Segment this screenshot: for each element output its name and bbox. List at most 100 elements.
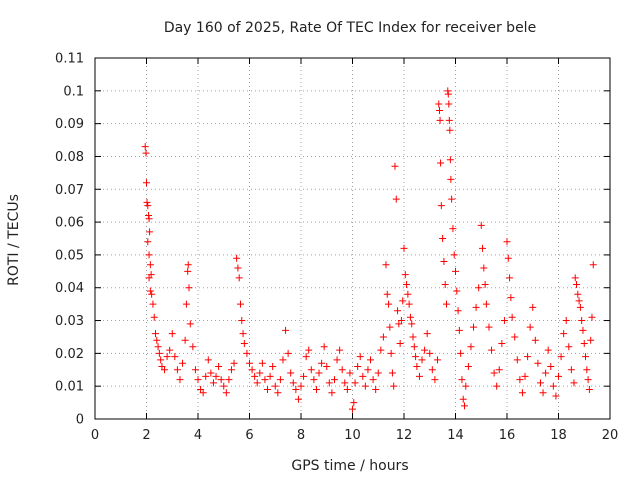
- data-point: [287, 369, 295, 377]
- data-point: [401, 271, 409, 279]
- data-point: [369, 376, 377, 384]
- data-point: [189, 343, 197, 351]
- data-point: [428, 366, 436, 374]
- data-point: [144, 202, 152, 210]
- data-point: [397, 317, 405, 325]
- y-tick-label: 0.06: [55, 216, 84, 231]
- data-point: [457, 349, 465, 357]
- data-point: [403, 280, 411, 288]
- data-point: [449, 225, 457, 233]
- data-point: [372, 385, 380, 393]
- x-tick-label: 8: [297, 428, 305, 443]
- data-point: [481, 280, 489, 288]
- data-point: [186, 320, 194, 328]
- data-point: [423, 330, 431, 338]
- data-point: [567, 366, 575, 374]
- data-point: [576, 303, 584, 311]
- data-point: [461, 402, 469, 410]
- data-point: [225, 376, 233, 384]
- data-point: [143, 198, 151, 206]
- y-tick-label: 0.08: [55, 150, 84, 165]
- data-point: [248, 366, 256, 374]
- data-point: [212, 372, 220, 380]
- x-tick-label: 12: [396, 428, 413, 443]
- data-point: [163, 353, 171, 361]
- data-point: [440, 257, 448, 265]
- data-point: [144, 238, 152, 246]
- x-tick-label: 16: [499, 428, 516, 443]
- data-point: [388, 369, 396, 377]
- x-tick-label: 10: [344, 428, 361, 443]
- data-point: [526, 323, 534, 331]
- data-point: [209, 379, 217, 387]
- data-point: [516, 376, 524, 384]
- data-point: [579, 326, 587, 334]
- data-point: [503, 238, 511, 246]
- data-point: [450, 251, 458, 259]
- data-point: [485, 323, 493, 331]
- data-point: [171, 353, 179, 361]
- data-point: [307, 366, 315, 374]
- data-point: [325, 379, 333, 387]
- data-point: [584, 376, 592, 384]
- data-point: [374, 369, 382, 377]
- data-point: [161, 366, 169, 374]
- data-point: [480, 264, 488, 272]
- data-point: [409, 333, 417, 341]
- data-point: [436, 116, 444, 124]
- data-point: [464, 362, 472, 370]
- data-point: [511, 333, 519, 341]
- data-point: [589, 261, 597, 269]
- data-point: [155, 349, 163, 357]
- x-tick-label: 4: [194, 428, 202, 443]
- data-point: [256, 369, 264, 377]
- data-point: [297, 382, 305, 390]
- y-tick-label: 0.03: [55, 314, 84, 329]
- data-point: [246, 359, 253, 367]
- data-point: [542, 369, 550, 377]
- data-point: [436, 107, 444, 115]
- data-point: [495, 366, 503, 374]
- data-point: [146, 228, 154, 236]
- x-tick-label: 6: [245, 428, 253, 443]
- data-point: [385, 300, 393, 308]
- data-point: [359, 372, 367, 380]
- data-point: [377, 346, 385, 354]
- data-point: [176, 376, 184, 384]
- data-point: [251, 372, 259, 380]
- data-point: [524, 353, 532, 361]
- data-point: [354, 362, 362, 370]
- data-point: [571, 274, 579, 282]
- data-point: [179, 359, 187, 367]
- data-point: [539, 389, 547, 397]
- data-point: [570, 379, 578, 387]
- data-point: [166, 346, 174, 354]
- y-tick-label: 0.11: [55, 52, 84, 67]
- data-point: [437, 159, 445, 167]
- data-point: [445, 116, 453, 124]
- data-point: [588, 313, 596, 321]
- data-point: [441, 280, 449, 288]
- data-point: [227, 366, 235, 374]
- data-point: [446, 126, 454, 134]
- data-point: [364, 366, 372, 374]
- y-tick-label: 0: [76, 413, 84, 428]
- data-point: [312, 385, 320, 393]
- data-point: [410, 343, 418, 351]
- x-tick-label: 18: [550, 428, 567, 443]
- data-point: [482, 300, 490, 308]
- data-point: [154, 343, 162, 351]
- data-point: [445, 100, 453, 108]
- data-point: [433, 356, 441, 364]
- data-point: [182, 300, 190, 308]
- data-point: [184, 261, 192, 269]
- data-point: [447, 175, 455, 183]
- y-tick-label: 0.01: [55, 380, 84, 395]
- data-point: [300, 372, 308, 380]
- data-point: [350, 399, 358, 407]
- y-tick-label: 0.1: [63, 84, 84, 99]
- data-point: [157, 356, 165, 364]
- data-point: [574, 290, 582, 298]
- data-point: [439, 235, 447, 242]
- data-point: [529, 303, 537, 311]
